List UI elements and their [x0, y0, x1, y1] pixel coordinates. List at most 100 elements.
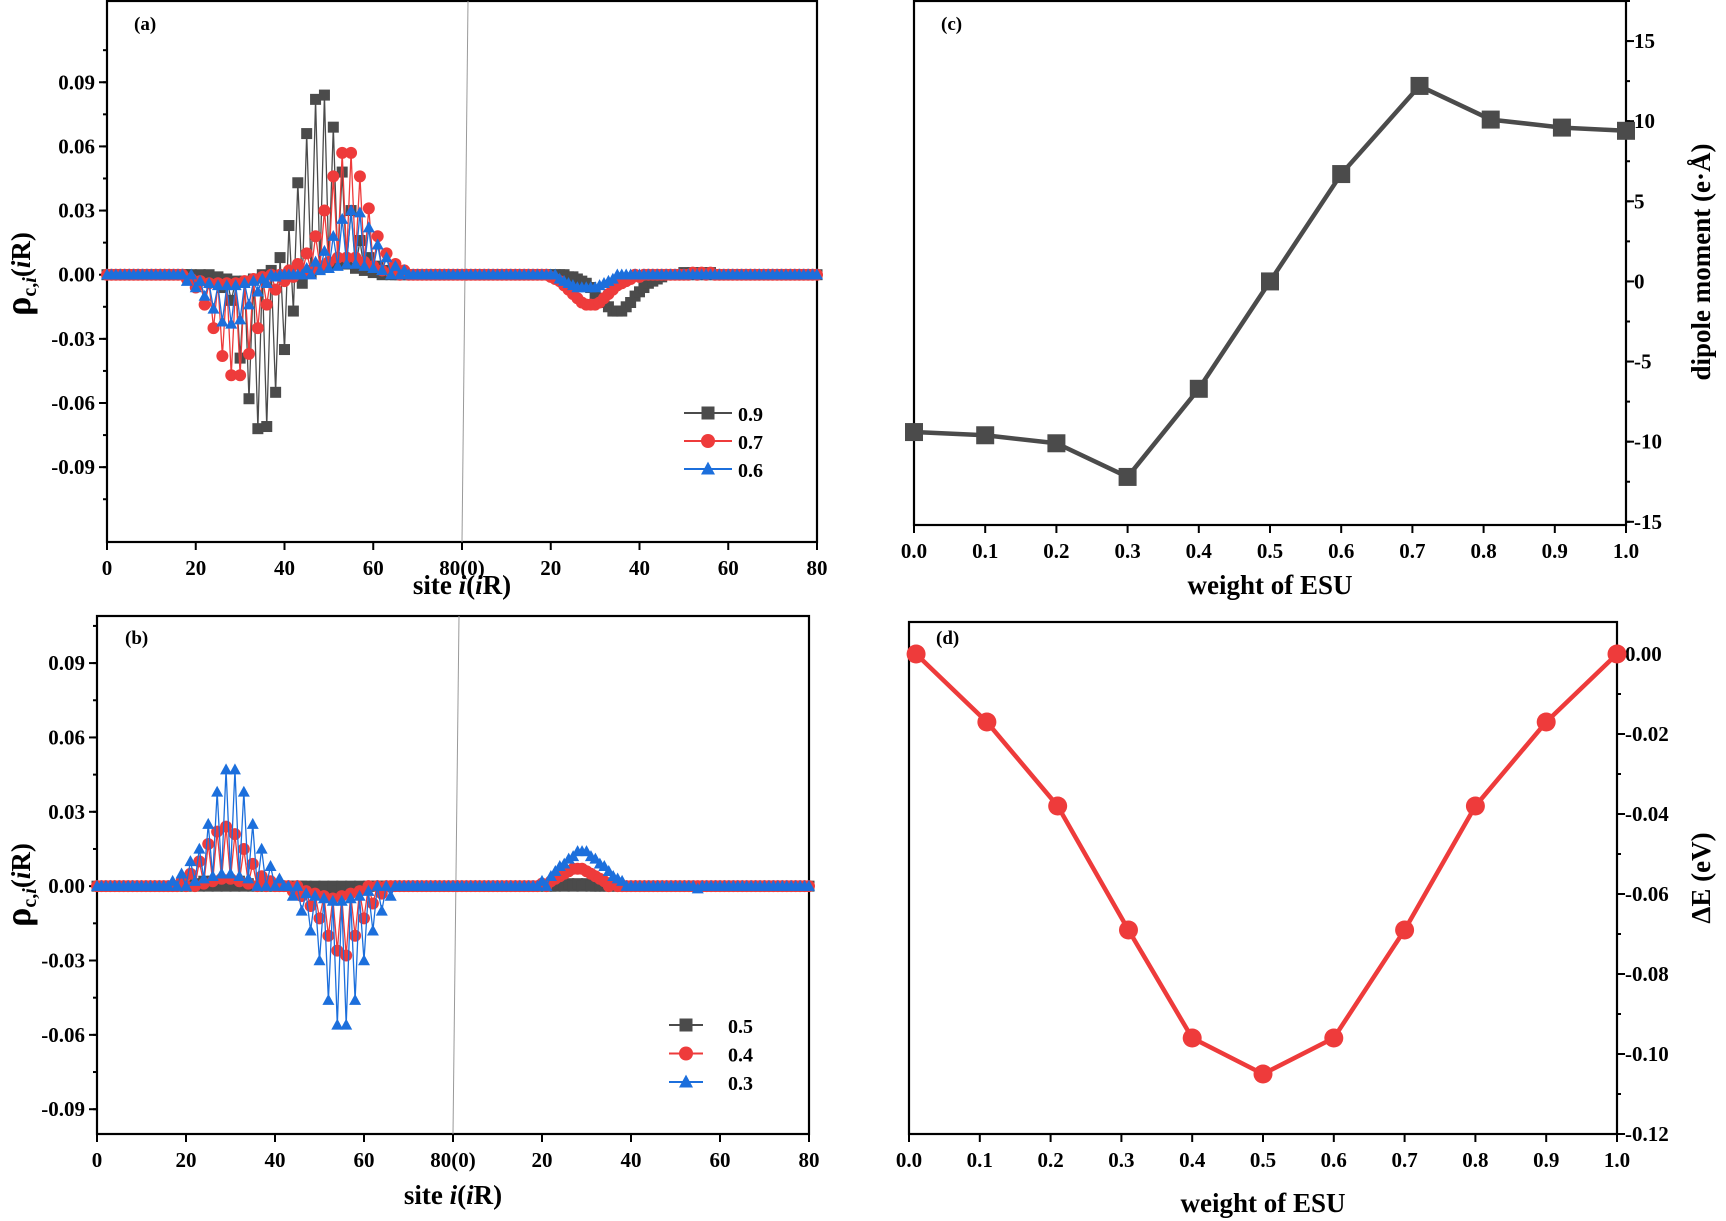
panel-a-data-point: [625, 297, 637, 309]
panel-a-data-point: [358, 259, 371, 271]
panel-b-legend-item: 0.4: [669, 1045, 753, 1067]
panel-b-legend-item: 0.5: [669, 1016, 753, 1038]
panel-b-data-point: [264, 860, 277, 872]
panel-a-data-point: [371, 230, 384, 243]
panel-b-data-point: [237, 842, 250, 855]
panel-b-data-point: [237, 785, 250, 797]
panel-c-data-point: [1617, 121, 1635, 140]
panel-c-data-point: [905, 423, 923, 442]
panel-d-y-tick-label: 0.00: [1625, 642, 1662, 666]
panel-a-data-point: [367, 262, 380, 273]
panel-b-data-point: [295, 904, 308, 916]
panel-b-data-point: [349, 993, 362, 1005]
panel-c-data-point: [1332, 165, 1351, 184]
panel-c-x-tick-label: 0.4: [1186, 539, 1213, 563]
panel-b-y-tick-label: -0.06: [41, 1023, 85, 1047]
panel-c-data-point: [1189, 379, 1208, 398]
panel-a-data-point: [371, 238, 384, 250]
legend-label: 0.7: [738, 432, 763, 454]
panel-c-x-tick-label: 0.7: [1399, 539, 1425, 563]
panel-a-data-point: [376, 264, 389, 276]
panel-a-y-tick-label: 0.09: [58, 70, 95, 94]
panel-a-data-point: [327, 170, 340, 183]
panel-a-data-point: [274, 252, 286, 264]
panel-a-data-point: [189, 281, 202, 293]
panel-a-data-point: [194, 274, 207, 286]
panel-c-data-point: [1118, 467, 1137, 486]
panel-a-data-point: [261, 421, 273, 433]
panel-b-data-point: [273, 872, 286, 884]
panel-a-series-0.9: [101, 89, 823, 435]
panel-a-data-point: [270, 386, 282, 398]
panel-d-data-point: [1536, 712, 1556, 732]
panel-d-label: (d): [936, 628, 959, 649]
panel-c-data-point: [1552, 118, 1571, 137]
panel-a-data-point: [380, 251, 393, 263]
panel-c-x-tick-label: 0.9: [1542, 539, 1568, 563]
panel-a-data-point: [327, 121, 339, 133]
panel-b-data-point: [540, 879, 553, 891]
legend-marker-circle-icon: [701, 434, 715, 448]
panel-a-data-point: [353, 170, 366, 183]
panel-d-x-tick-label: 0.4: [1179, 1148, 1206, 1172]
panel-a-data-point: [322, 262, 335, 273]
panel-b-data-point: [322, 929, 335, 942]
panel-d-x-tick-label: 0.3: [1108, 1148, 1134, 1172]
panel-b-x-tick-label: 80(0): [430, 1148, 476, 1172]
panel-b-data-point: [251, 879, 264, 891]
panel-a-data-point: [251, 322, 264, 335]
panel-b-data-point: [202, 817, 215, 829]
panel-a-label: (a): [134, 14, 156, 35]
panel-a-data-point: [252, 423, 264, 435]
panel-c-x-tick-label: 1.0: [1613, 539, 1639, 563]
panel-c-y-tick-label: -15: [1634, 510, 1662, 534]
panel-a-data-point: [238, 276, 251, 288]
panel-b-chart: 0 20 40 60 80(0) 20 40 60 80 -0.09 -0.06 -0.03 0.00 0…: [41, 614, 820, 1172]
panel-b-data-point: [242, 872, 255, 884]
panel-c-xlabel: weight of ESU: [1187, 570, 1352, 600]
panel-a-data-point: [300, 247, 313, 260]
panel-b-x-tick-label: 0: [92, 1148, 103, 1172]
panel-d-y-tick-label: -0.06: [1625, 882, 1669, 906]
panel-b-x-tick-label: 40: [621, 1148, 642, 1172]
legend-label: 0.3: [728, 1073, 753, 1095]
panel-b-data-point: [286, 889, 299, 901]
panel-c-x-tick-label: 0.1: [972, 539, 998, 563]
panel-a-chart: 0 20 40 60 80(0) 20 40 60 80 -0.09 -0.06 -0.03 0.00 0…: [51, 0, 828, 580]
panel-b-data-point: [228, 763, 241, 775]
panel-a-data-point: [345, 146, 358, 159]
panel-a-data-point: [176, 268, 189, 280]
panel-b-y-tick-label: -0.09: [41, 1097, 85, 1121]
panel-a-data-point: [811, 268, 823, 280]
panel-a-data-point: [345, 204, 358, 216]
panel-c-x-tick-label: 0.6: [1328, 539, 1354, 563]
panel-b-data-point: [291, 879, 304, 891]
panel-a-y-tick-label: -0.09: [51, 455, 95, 479]
panel-b-data-point: [193, 842, 206, 854]
panel-a-data-point: [234, 313, 247, 325]
panel-d-x-tick-label: 0.6: [1321, 1148, 1347, 1172]
panel-d-data-point: [1395, 920, 1415, 940]
panel-b-data-point: [233, 869, 246, 881]
legend-marker-triangle-icon: [679, 1074, 693, 1088]
panel-b-y-tick-label: 0.03: [48, 800, 85, 824]
panel-c-x-tick-label: 0.8: [1470, 539, 1496, 563]
panel-a-y-tick-label: 0.03: [58, 199, 95, 223]
panel-b-data-point: [322, 993, 335, 1005]
panel-b-data-point: [269, 879, 281, 891]
panel-a-data-point: [283, 220, 295, 232]
panel-c-y-tick-label: 15: [1634, 29, 1655, 53]
panel-d-data-point: [1253, 1064, 1273, 1084]
legend-label: 0.9: [738, 404, 763, 426]
panel-b-data-point: [344, 892, 357, 904]
panel-d-x-tick-label: 1.0: [1604, 1148, 1630, 1172]
panel-d-x-tick-label: 0.8: [1462, 1148, 1488, 1172]
panel-a-data-point: [300, 262, 313, 273]
panel-a-data-point: [260, 298, 273, 311]
panel-a-y-tick-label: -0.06: [51, 391, 95, 415]
panel-b-ylabel: ρc,i(iR): [0, 843, 41, 927]
panel-a-data-point: [336, 212, 349, 224]
panel-b-x-tick-label: 60: [710, 1148, 731, 1172]
panel-c-chart: 0.0 0.1 0.2 0.3 0.4 0.5 0.6 0.7 0.8 0.9 1.0 -15 -10 -…: [901, 0, 1662, 563]
panel-a-data-point: [203, 269, 215, 281]
